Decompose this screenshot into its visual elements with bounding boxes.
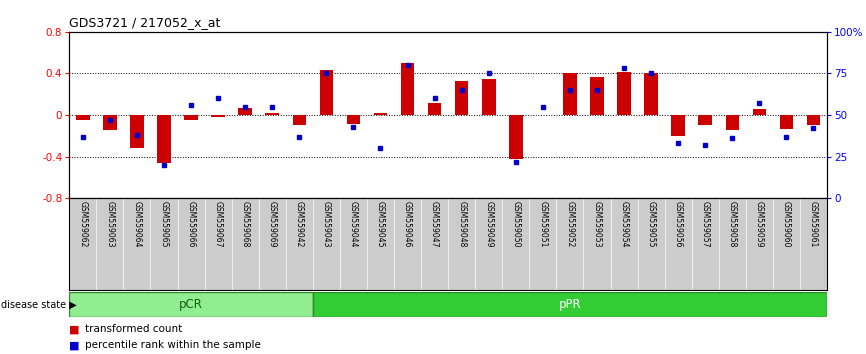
Text: GSM559045: GSM559045 (376, 201, 385, 247)
Text: GSM559069: GSM559069 (268, 201, 277, 247)
Bar (644, 74, 658, 115)
Text: GSM559062: GSM559062 (78, 201, 87, 247)
Text: GSM559052: GSM559052 (565, 201, 574, 247)
Bar (158, 115, 171, 163)
Text: GSM559064: GSM559064 (132, 201, 141, 247)
Text: GSM559059: GSM559059 (755, 201, 764, 247)
Text: GSM559055: GSM559055 (647, 201, 656, 247)
Text: GSM559061: GSM559061 (809, 201, 818, 247)
Bar (617, 73, 630, 115)
Bar (293, 115, 306, 125)
Text: GSM559068: GSM559068 (241, 201, 249, 247)
Bar (238, 108, 252, 115)
Text: ■: ■ (69, 324, 80, 334)
Text: GSM559053: GSM559053 (592, 201, 602, 247)
Bar (401, 63, 414, 115)
Text: GSM559046: GSM559046 (403, 201, 412, 247)
Text: GSM559049: GSM559049 (484, 201, 494, 247)
Text: GSM559051: GSM559051 (539, 201, 547, 247)
Bar (591, 76, 604, 115)
Text: GSM559044: GSM559044 (349, 201, 358, 247)
Bar (211, 115, 225, 117)
Text: GSM559060: GSM559060 (782, 201, 791, 247)
Bar (671, 115, 685, 136)
Text: GSM559056: GSM559056 (674, 201, 682, 247)
Bar (266, 113, 279, 115)
Bar (779, 115, 793, 129)
Text: GSM559066: GSM559066 (186, 201, 196, 247)
Bar (320, 70, 333, 115)
Bar (184, 115, 197, 120)
Text: ■: ■ (69, 340, 80, 350)
Bar (509, 115, 522, 159)
Text: pCR: pCR (179, 298, 203, 311)
Bar (428, 103, 442, 115)
Bar (753, 109, 766, 115)
Text: disease state ▶: disease state ▶ (1, 299, 76, 309)
Text: GSM559047: GSM559047 (430, 201, 439, 247)
Text: GSM559048: GSM559048 (457, 201, 466, 247)
Bar (699, 115, 712, 125)
Bar (76, 115, 89, 120)
Bar (807, 115, 820, 125)
Text: GSM559054: GSM559054 (619, 201, 629, 247)
Text: GSM559063: GSM559063 (106, 201, 114, 247)
Text: GSM559067: GSM559067 (214, 201, 223, 247)
Text: GSM559050: GSM559050 (511, 201, 520, 247)
Text: GDS3721 / 217052_x_at: GDS3721 / 217052_x_at (69, 16, 221, 29)
Bar (455, 81, 469, 115)
Bar (103, 115, 117, 130)
Text: GSM559057: GSM559057 (701, 201, 710, 247)
Bar (482, 79, 495, 115)
Text: transformed count: transformed count (85, 324, 182, 334)
Bar (726, 115, 739, 130)
Bar (374, 113, 387, 115)
Text: pPR: pPR (559, 298, 581, 311)
Text: GSM559042: GSM559042 (294, 201, 304, 247)
Bar (69, 292, 313, 317)
Bar (130, 115, 144, 148)
Text: percentile rank within the sample: percentile rank within the sample (85, 340, 261, 350)
Text: GSM559058: GSM559058 (727, 201, 737, 247)
Text: GSM559043: GSM559043 (322, 201, 331, 247)
Bar (346, 115, 360, 124)
Bar (313, 292, 827, 317)
Text: GSM559065: GSM559065 (159, 201, 169, 247)
Bar (563, 74, 577, 115)
